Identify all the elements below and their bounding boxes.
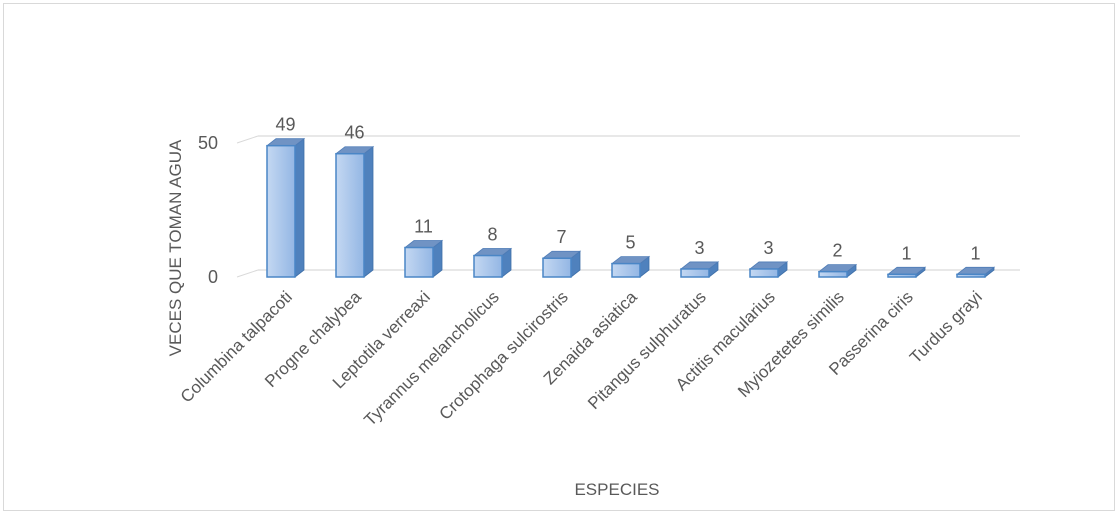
bar — [886, 266, 927, 278]
data-label: 8 — [487, 225, 497, 245]
bar-front — [887, 273, 917, 278]
bar-front — [542, 257, 572, 278]
x-axis-title: ESPECIES — [574, 480, 659, 499]
bar-front — [956, 273, 986, 278]
bar — [403, 239, 444, 278]
data-label: 1 — [901, 243, 911, 263]
bar-front — [266, 144, 296, 278]
bar — [541, 250, 582, 278]
x-category-label: Crotophaga sulcirostris — [435, 287, 571, 423]
x-category-label: Tyrannus melancholicus — [360, 287, 502, 429]
bar-side — [363, 145, 374, 278]
data-label: 5 — [625, 233, 635, 253]
bar-side — [294, 137, 305, 278]
data-label: 11 — [414, 217, 433, 237]
bar-front — [680, 268, 710, 278]
data-label: 3 — [763, 238, 773, 258]
y-axis-title: VECES QUE TOMAN AGUA — [166, 139, 185, 356]
bar-front — [818, 270, 848, 278]
y-tick-label: 50 — [198, 133, 218, 153]
data-label: 49 — [275, 115, 295, 135]
bar-front — [404, 246, 434, 278]
bar — [610, 255, 651, 278]
y-axis-ticks: 0 50 — [198, 133, 218, 287]
bar-front — [749, 268, 779, 278]
gridline-depth — [236, 269, 259, 278]
bar — [817, 263, 858, 278]
bar-front — [473, 254, 503, 278]
bar — [679, 261, 720, 278]
x-category-label: Turdus grayi — [906, 287, 986, 367]
bar — [334, 145, 375, 278]
data-label: 3 — [694, 238, 704, 258]
y-tick-label: 0 — [208, 267, 218, 287]
x-category-label: Columbina talpacoti — [177, 287, 296, 406]
data-label: 46 — [344, 123, 364, 143]
bar — [265, 137, 306, 278]
bar — [955, 266, 996, 278]
bars — [265, 137, 996, 278]
bar-front — [335, 152, 365, 278]
data-label: 7 — [556, 227, 566, 247]
data-label: 1 — [970, 243, 980, 263]
bar-front — [611, 262, 641, 278]
x-category-label: Pitangus sulphuratus — [584, 287, 710, 413]
bar — [472, 247, 513, 278]
data-label: 2 — [832, 241, 842, 261]
gridline-depth — [236, 135, 259, 144]
bar — [748, 261, 789, 278]
